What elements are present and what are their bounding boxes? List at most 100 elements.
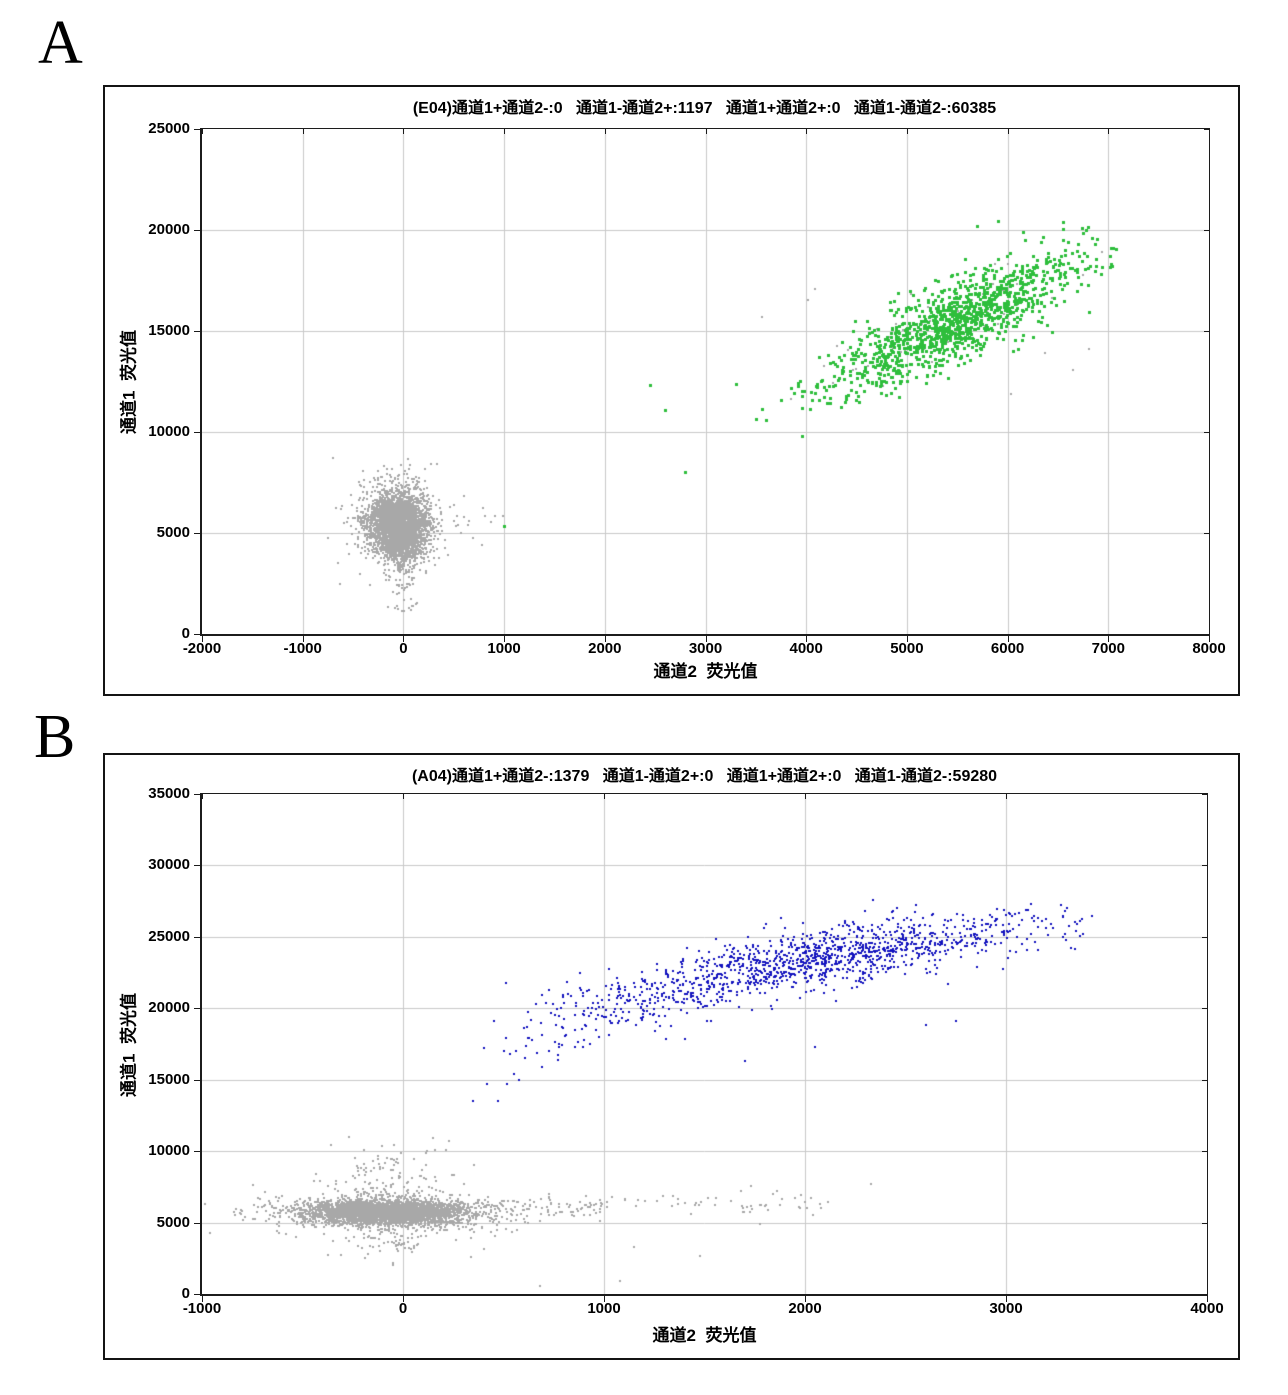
tick-mark: [1202, 1151, 1207, 1152]
tick-mark: [1204, 533, 1209, 534]
tick-mark: [1207, 1296, 1208, 1302]
scatter-panel-b: (A04)通道1+通道2-:1379 通道1-通道2+:0 通道1+通道2+:0…: [103, 753, 1240, 1360]
tick-mark: [907, 129, 908, 134]
tick-mark: [194, 533, 200, 534]
tick-mark: [194, 634, 200, 635]
tick-mark: [706, 129, 707, 134]
y-tick-label: 15000: [148, 1070, 190, 1088]
tick-mark: [806, 129, 807, 134]
tick-mark: [805, 794, 806, 799]
tick-mark: [1108, 636, 1109, 642]
x-tick-label: 2000: [588, 640, 622, 657]
tick-mark: [1204, 331, 1209, 332]
y-tick-label: 20000: [148, 999, 190, 1017]
tick-mark: [403, 636, 404, 642]
tick-mark: [202, 129, 203, 134]
tick-mark: [1008, 636, 1009, 642]
scatter-canvas-b: [202, 794, 1207, 1294]
tick-mark: [605, 636, 606, 642]
tick-mark: [1008, 129, 1009, 134]
tick-mark: [604, 794, 605, 799]
y-tick-label: 25000: [148, 927, 190, 945]
panel-letter-a: A: [38, 9, 83, 77]
chart-title-b: (A04)通道1+通道2-:1379 通道1-通道2+:0 通道1+通道2+:0…: [411, 768, 998, 785]
x-tick-label: 0: [399, 640, 408, 657]
tick-mark: [1204, 129, 1209, 130]
tick-mark: [1204, 634, 1209, 635]
y-tick-label: 0: [181, 625, 190, 642]
tick-mark: [1108, 129, 1109, 134]
tick-mark: [194, 129, 200, 130]
tick-mark: [202, 794, 203, 799]
tick-mark: [907, 636, 908, 642]
tick-mark: [403, 794, 404, 799]
y-axis-label-a: 通道1 荧光值: [119, 330, 139, 434]
tick-mark: [805, 1296, 806, 1302]
tick-mark: [1202, 1008, 1207, 1009]
tick-mark: [1006, 1296, 1007, 1302]
tick-mark: [1209, 636, 1210, 642]
y-tick-label: 35000: [148, 785, 190, 802]
y-tick-label: 15000: [148, 322, 190, 339]
x-tick-label: 7000: [1091, 640, 1125, 657]
x-tick-label: 1000: [587, 1300, 621, 1317]
chart-title-a: (E04)通道1+通道2-:0 通道1-通道2+:1197 通道1+通道2+:0…: [412, 100, 997, 117]
x-tick-label: 2000: [788, 1300, 822, 1317]
tick-mark: [1202, 1294, 1207, 1295]
tick-mark: [403, 129, 404, 134]
tick-mark: [194, 937, 200, 938]
plot-area-a: [200, 128, 1210, 636]
x-tick-label: 3000: [688, 640, 723, 657]
tick-mark: [194, 794, 200, 795]
x-tick-label: 8000: [1192, 640, 1226, 657]
y-tick-label: 10000: [148, 423, 190, 440]
tick-mark: [202, 1296, 203, 1302]
tick-mark: [194, 1008, 200, 1009]
tick-mark: [303, 129, 304, 134]
y-tick-label: 25000: [148, 120, 190, 137]
x-tick-label: 0: [398, 1300, 408, 1317]
tick-mark: [1202, 794, 1207, 795]
tick-mark: [806, 636, 807, 642]
x-tick-label: 5000: [890, 640, 924, 657]
tick-mark: [1204, 230, 1209, 231]
tick-mark: [1204, 432, 1209, 433]
tick-mark: [1207, 794, 1208, 799]
tick-mark: [605, 129, 606, 134]
scatter-panel-a: (E04)通道1+通道2-:0 通道1-通道2+:1197 通道1+通道2+:0…: [103, 85, 1240, 696]
tick-mark: [706, 636, 707, 642]
tick-mark: [202, 636, 203, 642]
tick-mark: [194, 432, 200, 433]
y-tick-label: 10000: [148, 1142, 190, 1160]
tick-mark: [194, 865, 200, 866]
x-axis-label-a: 通道2 荧光值: [653, 662, 758, 681]
plot-area-b: [200, 793, 1208, 1296]
panel-letter-b: B: [34, 703, 76, 771]
tick-mark: [1202, 1223, 1207, 1224]
x-tick-label: 6000: [990, 640, 1025, 657]
tick-mark: [1202, 937, 1207, 938]
tick-mark: [194, 1151, 200, 1152]
tick-mark: [1202, 1080, 1207, 1081]
y-tick-label: 0: [181, 1285, 190, 1302]
tick-mark: [194, 1294, 200, 1295]
tick-mark: [604, 1296, 605, 1302]
scatter-canvas-a: [202, 129, 1209, 634]
tick-mark: [1202, 865, 1207, 866]
y-tick-label: 5000: [156, 524, 190, 541]
x-tick-label: -1000: [182, 1300, 222, 1317]
x-tick-label: 3000: [989, 1300, 1023, 1317]
tick-mark: [194, 1080, 200, 1081]
tick-mark: [1006, 794, 1007, 799]
x-tick-label: 1000: [487, 640, 521, 657]
tick-mark: [194, 1223, 200, 1224]
tick-mark: [1209, 129, 1210, 134]
x-tick-label: 4000: [789, 640, 823, 657]
x-tick-label: 4000: [1190, 1300, 1224, 1317]
x-tick-label: -1000: [283, 640, 322, 657]
tick-mark: [504, 636, 505, 642]
tick-mark: [303, 636, 304, 642]
x-tick-label: -2000: [182, 640, 222, 657]
tick-mark: [403, 1296, 404, 1302]
